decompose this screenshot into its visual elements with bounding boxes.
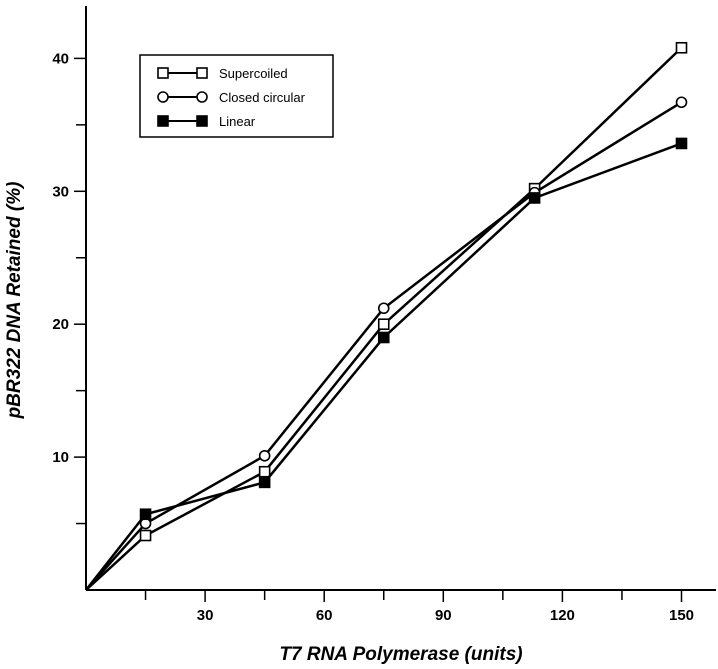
ticks: 30 60 90 120 150 10 20 30 40 bbox=[52, 50, 694, 624]
data-point-linear bbox=[528, 192, 541, 204]
legend-marker-supercoiled bbox=[196, 67, 208, 79]
y-tick-label: 10 bbox=[52, 449, 69, 466]
series-linear bbox=[85, 137, 688, 591]
legend-marker-closed-circular bbox=[196, 91, 208, 103]
data-point-supercoiled bbox=[258, 465, 271, 478]
data-point-closed-circular bbox=[258, 449, 271, 462]
data-point-closed-circular bbox=[377, 302, 390, 315]
x-tick-label: 90 bbox=[435, 607, 452, 624]
legend-marker-linear bbox=[196, 115, 208, 127]
data-point-linear bbox=[139, 508, 152, 521]
data-point-closed-circular bbox=[675, 96, 688, 109]
legend-marker-supercoiled bbox=[157, 67, 169, 79]
data-point-supercoiled bbox=[139, 529, 152, 542]
data-point-linear bbox=[675, 137, 688, 150]
legend-item-closed-circular: Closed circular bbox=[157, 90, 306, 105]
y-tick-label: 30 bbox=[52, 183, 69, 200]
y-tick-label: 40 bbox=[52, 50, 69, 67]
series-line-closed-circular bbox=[85, 101, 683, 591]
y-axis-title: pBR322 DNA Retained (%) bbox=[4, 182, 25, 420]
legend: Supercoiled Closed circular Linear bbox=[139, 54, 334, 138]
x-axis-title: T7 RNA Polymerase (units) bbox=[279, 644, 522, 665]
legend-marker-closed-circular bbox=[157, 91, 169, 103]
x-tick-label: 120 bbox=[550, 607, 575, 624]
data-point-linear bbox=[258, 476, 271, 489]
data-point-supercoiled bbox=[675, 41, 688, 54]
series-closed-circular bbox=[85, 96, 688, 591]
legend-label-linear: Linear bbox=[219, 114, 256, 129]
data-point-supercoiled bbox=[377, 318, 390, 331]
legend-item-supercoiled: Supercoiled bbox=[157, 66, 288, 81]
y-tick-label: 20 bbox=[52, 316, 69, 333]
series-line-supercoiled bbox=[85, 46, 683, 591]
legend-label-closed-circular: Closed circular bbox=[219, 90, 306, 105]
x-tick-label: 60 bbox=[316, 607, 333, 624]
legend-label-supercoiled: Supercoiled bbox=[219, 66, 288, 81]
series-layer bbox=[85, 41, 688, 591]
data-point-linear bbox=[377, 331, 390, 344]
x-tick-label: 150 bbox=[669, 607, 694, 624]
legend-item-linear: Linear bbox=[157, 114, 256, 129]
axes bbox=[85, 6, 716, 591]
legend-marker-linear bbox=[157, 115, 169, 127]
x-tick-label: 30 bbox=[197, 607, 214, 624]
series-line-linear bbox=[85, 142, 682, 591]
